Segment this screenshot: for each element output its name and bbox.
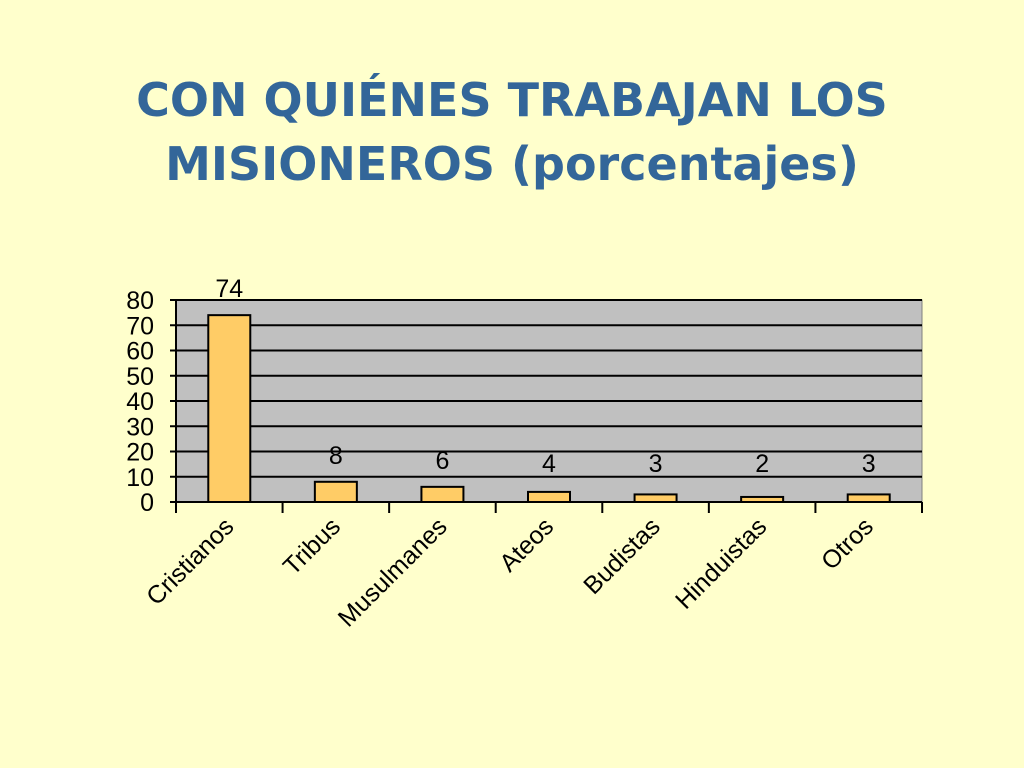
bar-tribus — [313, 480, 358, 503]
x-tick-label-musulmanes: Musulmanes — [333, 512, 453, 632]
x-tick-label-ateos: Ateos — [494, 512, 559, 577]
data-label-budistas: 3 — [649, 450, 663, 478]
data-label-cristianos: 74 — [215, 275, 243, 303]
y-tick-label: 80 — [126, 287, 154, 315]
data-label-hinduistas: 2 — [755, 450, 769, 478]
bar-budistas — [633, 493, 678, 503]
slide-title: CON QUIÉNES TRABAJAN LOS MISIONEROS (por… — [0, 68, 1024, 196]
y-tick-label: 20 — [126, 439, 154, 467]
data-labels-group: 74 8 6 4 3 2 3 — [215, 275, 875, 478]
slide-title-line-1: CON QUIÉNES TRABAJAN LOS — [136, 73, 888, 127]
data-label-tribus: 8 — [329, 442, 343, 470]
x-tick-label-budistas: Budistas — [578, 512, 666, 600]
bar-ateos — [527, 490, 571, 503]
data-label-otros: 3 — [862, 450, 876, 478]
y-tick-label: 0 — [140, 489, 154, 517]
data-label-musulmanes: 6 — [435, 447, 449, 475]
bar-cristianos — [207, 314, 252, 503]
y-tick-label: 10 — [126, 464, 154, 492]
data-label-ateos: 4 — [542, 450, 556, 478]
y-tick-label: 60 — [126, 338, 154, 366]
x-tick-label-cristianos: Cristianos — [141, 512, 239, 610]
y-tick-label: 30 — [126, 413, 154, 441]
x-tick-label-otros: Otros — [816, 512, 879, 575]
bar-musulmanes — [420, 485, 465, 504]
y-tick-label: 50 — [126, 363, 154, 391]
bar-otros — [846, 493, 891, 503]
x-tick-label-tribus: Tribus — [278, 512, 346, 580]
y-tick-label: 40 — [126, 388, 154, 416]
slide-title-line-2: MISIONEROS (porcentajes) — [165, 137, 859, 191]
bars-group — [207, 314, 891, 504]
x-tick-label-hinduistas: Hinduistas — [670, 512, 772, 614]
y-tick-label: 70 — [126, 312, 154, 340]
plot-area-group — [175, 299, 923, 503]
